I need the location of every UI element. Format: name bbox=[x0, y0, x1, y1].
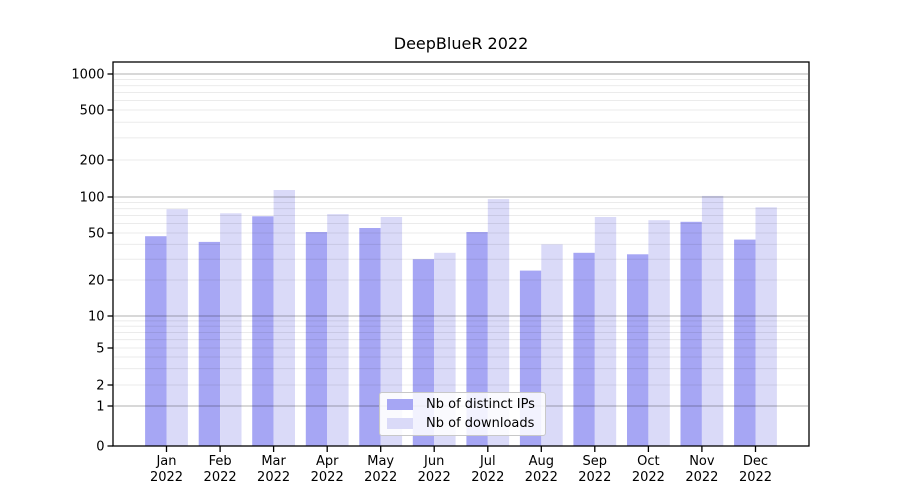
legend-swatch-downloads bbox=[387, 418, 413, 429]
legend: Nb of distinct IPs Nb of downloads bbox=[379, 392, 546, 436]
legend-label-distinct-ips: Nb of distinct IPs bbox=[426, 397, 535, 412]
legend-item-distinct-ips: Nb of distinct IPs bbox=[387, 397, 545, 412]
bar-ips-nov bbox=[680, 221, 702, 446]
bar-downloads-jul bbox=[487, 199, 510, 446]
bar-downloads-feb bbox=[220, 213, 242, 446]
x-axis: Jan 2022 Feb 2022 Mar 2022 Apr 2022 May 2022 Jun 20… bbox=[150, 446, 772, 485]
y-tick-label: 500 bbox=[80, 104, 105, 119]
bar-ips-dec bbox=[734, 239, 756, 446]
x-tick-label: Jan 2022 bbox=[150, 454, 183, 485]
y-axis: 0 1 2 5 10 20 50 100 200 500 1000 bbox=[71, 68, 113, 455]
x-tick-label: Apr 2022 bbox=[311, 454, 344, 485]
bar-ips-oct bbox=[627, 254, 649, 446]
y-tick-label: 1000 bbox=[71, 68, 104, 83]
x-tick-label: Feb 2022 bbox=[204, 454, 237, 485]
y-tick-label: 10 bbox=[88, 310, 105, 325]
bar-ips-may bbox=[359, 228, 381, 446]
y-tick-label: 1 bbox=[96, 400, 104, 415]
chart-title: DeepBlueR 2022 bbox=[393, 34, 529, 53]
legend-swatch-distinct-ips bbox=[387, 399, 413, 410]
y-tick-label: 50 bbox=[88, 227, 105, 242]
plot-border bbox=[112, 61, 810, 447]
bar-ips-feb bbox=[198, 241, 221, 446]
x-tick-label: Jun 2022 bbox=[418, 454, 451, 485]
y-tick-label: 200 bbox=[80, 154, 105, 169]
legend-label-downloads: Nb of downloads bbox=[426, 416, 535, 431]
legend-item-downloads: Nb of downloads bbox=[387, 416, 545, 431]
y-tick-label: 20 bbox=[88, 274, 105, 289]
x-tick-label: Nov 2022 bbox=[685, 454, 718, 485]
x-tick-label: Mar 2022 bbox=[257, 454, 290, 485]
bar-ips-sep bbox=[573, 252, 595, 446]
bar-ips-apr bbox=[305, 232, 328, 446]
x-tick-label: Jul 2022 bbox=[471, 454, 504, 485]
x-tick-label: Sep 2022 bbox=[578, 454, 611, 485]
bar-downloads-nov bbox=[701, 195, 724, 446]
bar-ips-jan bbox=[145, 236, 167, 446]
y-tick-label: 5 bbox=[96, 342, 104, 357]
y-tick-label: 0 bbox=[96, 440, 104, 455]
bar-downloads-apr bbox=[327, 214, 349, 446]
bar-downloads-mar bbox=[273, 190, 295, 446]
grid-layer bbox=[114, 73, 808, 407]
bar-downloads-sep bbox=[594, 217, 617, 446]
y-tick-label: 100 bbox=[80, 191, 105, 206]
bar-downloads-dec bbox=[755, 207, 777, 446]
bar-downloads-jan bbox=[166, 209, 188, 446]
bar-ips-mar bbox=[252, 216, 274, 446]
x-tick-label: Aug 2022 bbox=[525, 454, 558, 485]
bar-downloads-aug bbox=[541, 244, 563, 446]
x-tick-label: May 2022 bbox=[364, 454, 397, 485]
bar-downloads-may bbox=[380, 217, 403, 446]
x-tick-label: Oct 2022 bbox=[632, 454, 665, 485]
x-tick-label: Dec 2022 bbox=[739, 454, 772, 485]
bar-downloads-oct bbox=[648, 220, 670, 446]
y-tick-label: 2 bbox=[96, 379, 104, 394]
